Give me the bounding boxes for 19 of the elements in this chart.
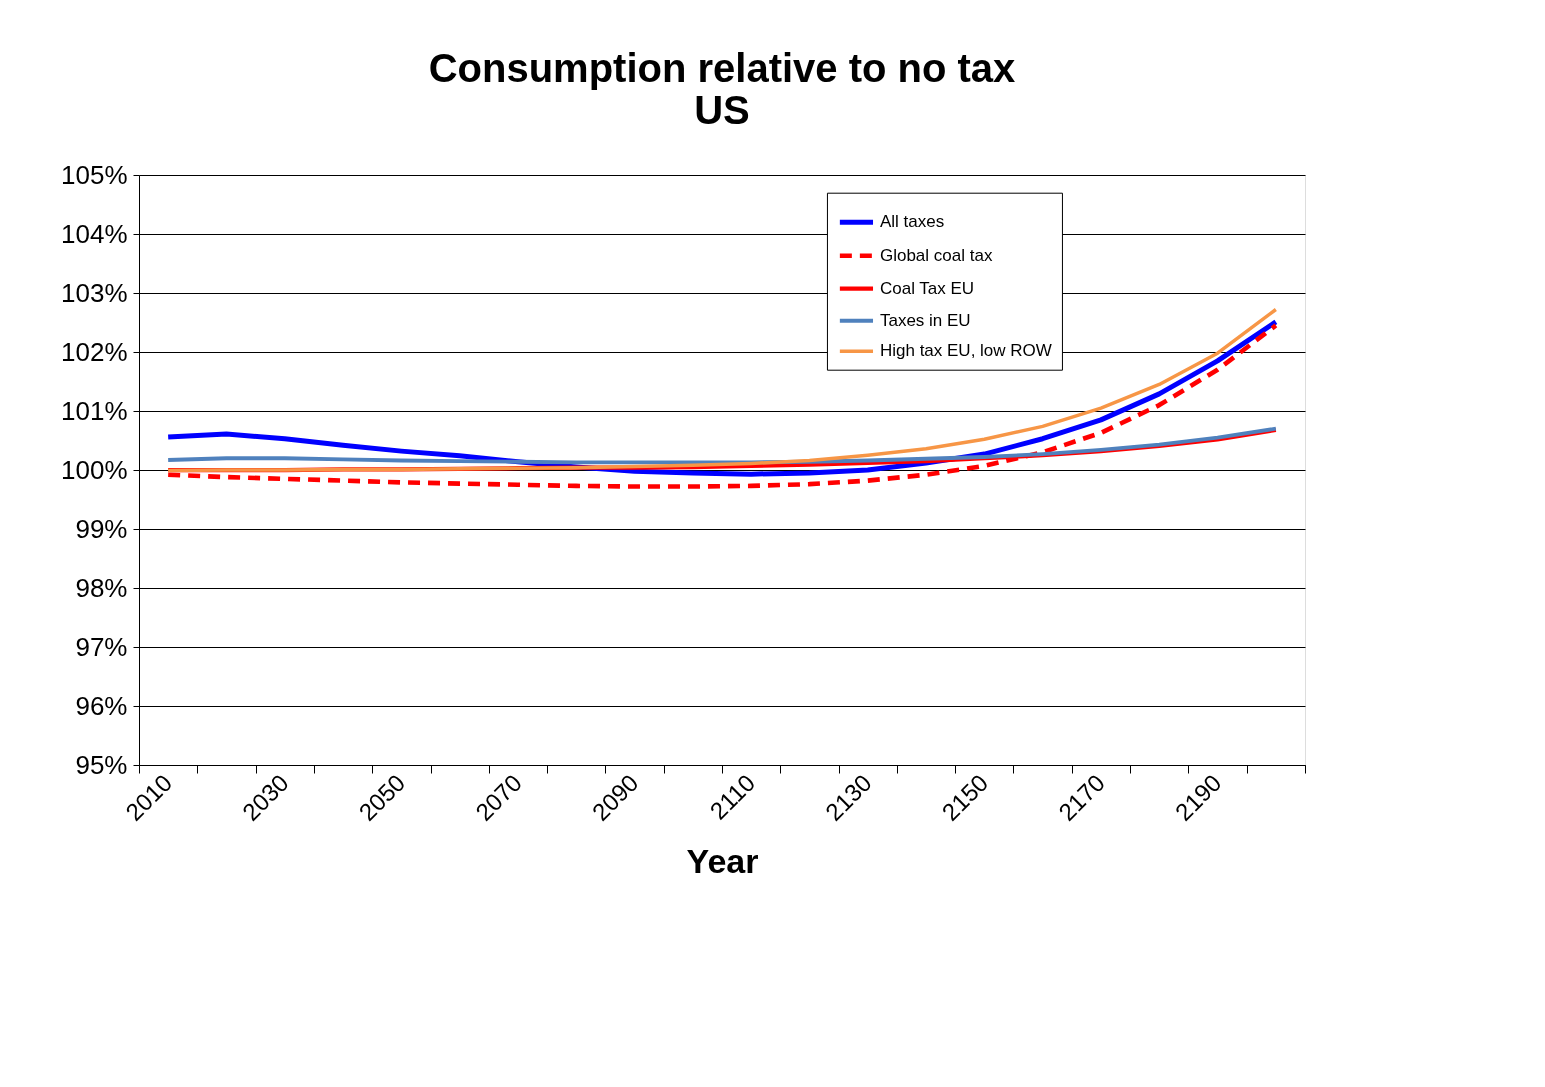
y-tick-label: 98% — [75, 572, 128, 603]
y-tick-label: 105% — [61, 159, 128, 190]
y-tick-label: 96% — [75, 690, 128, 721]
legend-label: Coal Tax EU — [879, 278, 975, 298]
legend-label: All taxes — [879, 212, 945, 232]
y-tick-label: 104% — [61, 218, 128, 249]
y-tick-label: 101% — [61, 395, 128, 426]
legend-label: Taxes in EU — [879, 310, 971, 330]
y-tick-label: 103% — [61, 277, 128, 308]
chart-title: Consumption relative to no tax US — [428, 46, 1016, 132]
y-tick-label: 95% — [75, 749, 128, 780]
y-tick-label: 102% — [61, 336, 128, 367]
legend-label: High tax EU, low ROW — [879, 341, 1052, 361]
y-tick-label: 97% — [75, 631, 128, 662]
y-tick-label: 100% — [61, 454, 128, 485]
x-axis-title: Year — [686, 841, 759, 880]
y-tick-label: 99% — [75, 513, 128, 544]
line-series — [166, 426, 1278, 465]
legend-label: Global coal tax — [879, 245, 993, 265]
